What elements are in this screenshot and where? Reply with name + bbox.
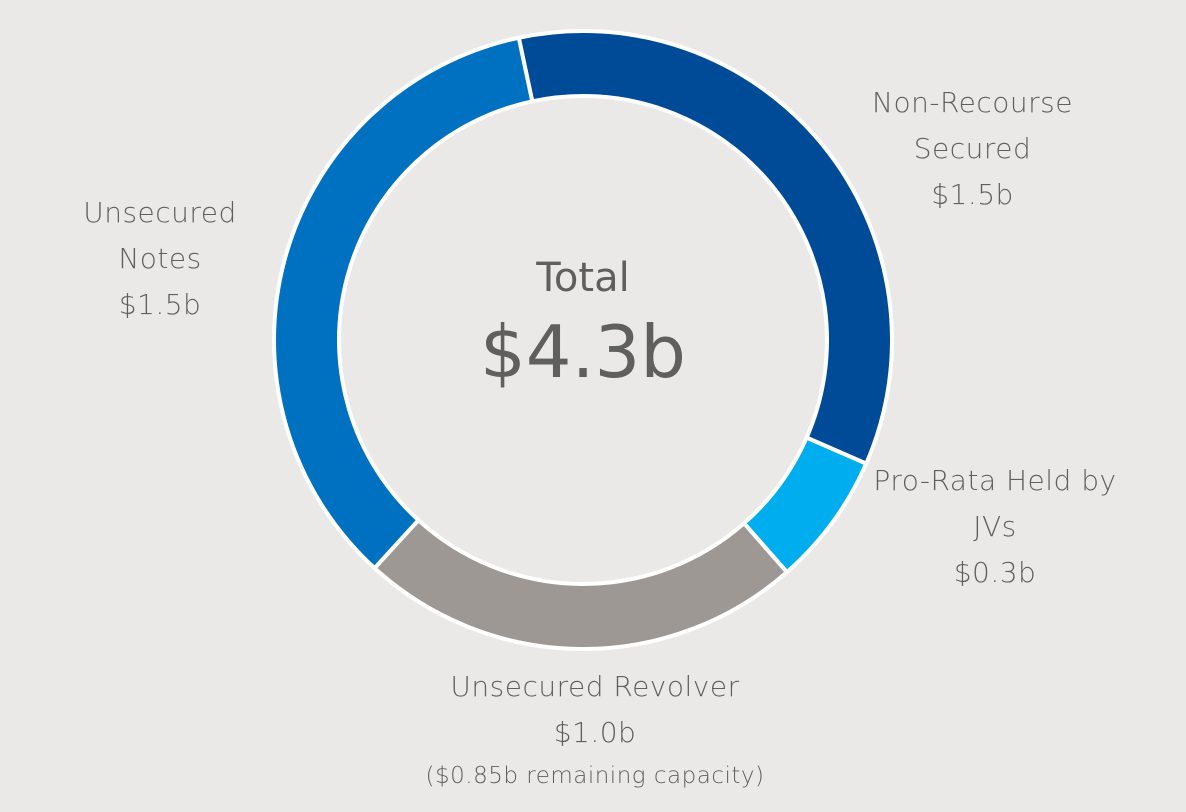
- center-title: Total: [536, 255, 630, 301]
- value-label: $0.3b: [953, 556, 1037, 589]
- segment-label: Unsecured Notes $1.5b: [60, 190, 260, 328]
- value-label: $1.5b: [931, 178, 1014, 211]
- total-value: $4.3b: [479, 310, 686, 394]
- value-label: $1.5b: [118, 288, 202, 321]
- annotation: ($0.85b remaining capacity): [425, 763, 765, 789]
- donut-segment: [272, 35, 535, 571]
- donut-segment: [371, 517, 790, 651]
- category-label: Unsecured Revolver: [450, 670, 740, 703]
- segment-label: Pro-Rata Held by JVs $0.3b: [870, 458, 1120, 596]
- segment-label: Unsecured Revolver $1.0b ($0.85b remaining…: [380, 664, 810, 796]
- category-label: Unsecured Notes: [83, 196, 237, 275]
- donut-segment: [516, 29, 894, 467]
- value-label: $1.0b: [553, 716, 637, 749]
- category-label: Pro-Rata Held by JVs: [873, 464, 1117, 543]
- segment-label: Non-Recourse Secured $1.5b: [855, 80, 1090, 218]
- category-label: Non-Recourse Secured: [872, 86, 1073, 165]
